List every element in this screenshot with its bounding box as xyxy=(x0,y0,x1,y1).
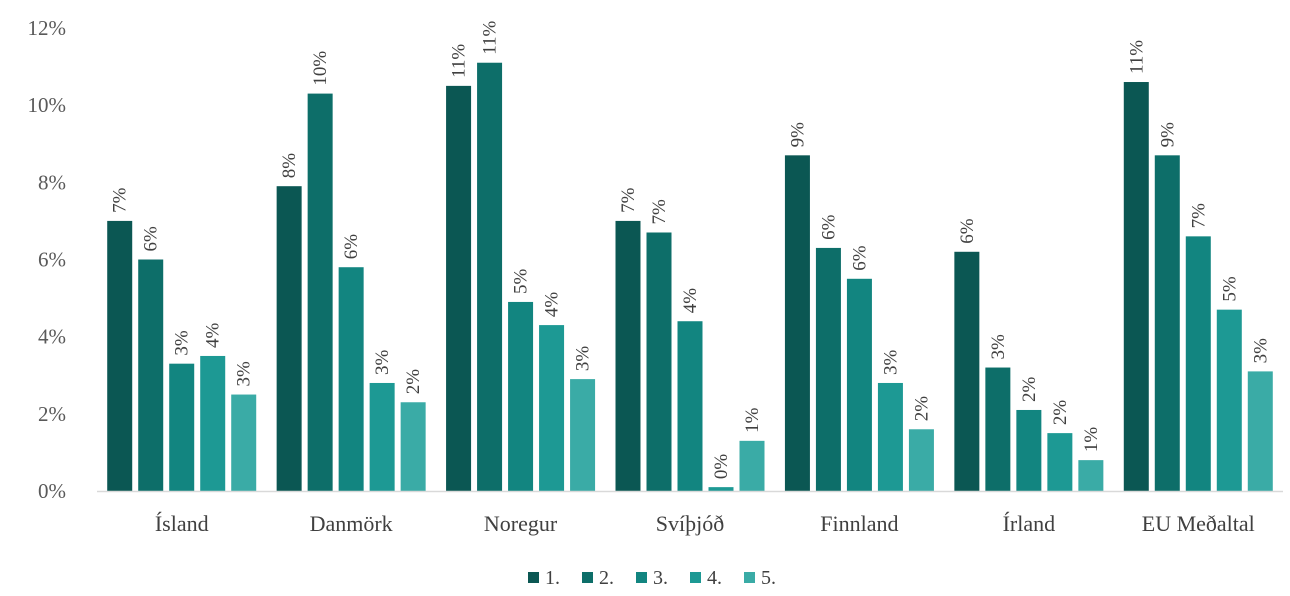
bar xyxy=(1124,82,1149,491)
bar xyxy=(539,325,564,491)
bar xyxy=(200,356,225,491)
data-label: 11% xyxy=(480,20,501,54)
data-label: 7% xyxy=(618,187,639,213)
data-label: 4% xyxy=(542,292,563,318)
bar xyxy=(570,379,595,491)
legend-swatch xyxy=(528,572,539,583)
legend-swatch xyxy=(690,572,701,583)
data-label: 2% xyxy=(1019,376,1040,402)
bar xyxy=(169,364,194,491)
bar xyxy=(107,221,132,491)
bar xyxy=(985,368,1010,491)
data-label: 2% xyxy=(1050,400,1071,426)
bar xyxy=(1186,236,1211,491)
legend-label: 1. xyxy=(545,567,560,589)
x-tick-label: Írland xyxy=(1003,511,1056,536)
x-axis: Ísland Danmörk Noregur Svíþjóð Finnland Írlan… xyxy=(155,511,1255,536)
y-tick-label: 4% xyxy=(38,325,66,349)
data-label: 11% xyxy=(449,44,470,78)
data-label: 7% xyxy=(649,199,670,225)
bar xyxy=(477,63,502,491)
bar xyxy=(785,155,810,491)
y-tick-label: 6% xyxy=(38,248,66,272)
x-tick-label: Svíþjóð xyxy=(656,511,724,536)
x-tick-label: Ísland xyxy=(155,511,209,536)
legend-label: 4. xyxy=(707,567,722,589)
data-label: 3% xyxy=(573,346,594,372)
legend-label: 5. xyxy=(761,567,776,589)
bar xyxy=(616,221,641,491)
data-label: 2% xyxy=(911,396,932,422)
bar xyxy=(709,487,734,491)
x-tick-label: EU Meðaltal xyxy=(1142,511,1255,536)
data-label: 2% xyxy=(403,369,424,395)
legend-label: 3. xyxy=(653,567,668,589)
data-label: 7% xyxy=(110,187,131,213)
y-axis: 0% 2% 4% 6% 8% 10% 12% xyxy=(28,16,67,503)
data-label: 10% xyxy=(310,51,331,86)
legend-swatch xyxy=(582,572,593,583)
data-label: 7% xyxy=(1188,203,1209,229)
bar xyxy=(339,267,364,491)
data-label: 4% xyxy=(680,288,701,314)
data-label: 4% xyxy=(203,322,224,348)
bars xyxy=(107,63,1273,491)
bar xyxy=(816,248,841,491)
data-label: 3% xyxy=(880,349,901,375)
bar xyxy=(878,383,903,491)
y-tick-label: 2% xyxy=(38,402,66,426)
bar xyxy=(1078,460,1103,491)
data-label: 3% xyxy=(172,330,193,356)
bar xyxy=(1155,155,1180,491)
legend-label: 2. xyxy=(599,567,614,589)
bar xyxy=(508,302,533,491)
bar xyxy=(1016,410,1041,491)
bar xyxy=(1047,433,1072,491)
data-label: 3% xyxy=(988,334,1009,360)
bar xyxy=(1217,310,1242,491)
x-tick-label: Noregur xyxy=(484,511,558,536)
x-tick-label: Finnland xyxy=(820,511,898,536)
bar xyxy=(138,260,163,492)
x-tick-label: Danmörk xyxy=(310,511,393,536)
data-label: 11% xyxy=(1126,40,1147,74)
data-label: 1% xyxy=(742,407,763,433)
bar xyxy=(1248,371,1273,491)
data-label: 8% xyxy=(279,153,300,179)
y-tick-label: 0% xyxy=(38,479,66,503)
y-tick-label: 12% xyxy=(28,16,67,40)
data-label: 6% xyxy=(141,226,162,252)
data-label: 9% xyxy=(1157,122,1178,148)
data-label: 6% xyxy=(849,245,870,271)
y-tick-label: 10% xyxy=(28,93,67,117)
bar xyxy=(954,252,979,491)
bar xyxy=(909,429,934,491)
data-label: 3% xyxy=(372,349,393,375)
y-tick-label: 8% xyxy=(38,170,66,194)
data-label: 5% xyxy=(1219,276,1240,302)
bar xyxy=(446,86,471,491)
data-label: 3% xyxy=(234,361,255,387)
bar xyxy=(277,186,302,491)
legend: 1. 2. 3. 4. 5. xyxy=(528,567,776,589)
data-label: 5% xyxy=(511,268,532,294)
bar xyxy=(370,383,395,491)
data-label: 1% xyxy=(1081,427,1102,453)
bar xyxy=(647,232,672,491)
data-label: 6% xyxy=(818,214,839,240)
legend-swatch xyxy=(636,572,647,583)
data-label: 3% xyxy=(1250,338,1271,364)
bar xyxy=(847,279,872,491)
data-label: 6% xyxy=(341,234,362,260)
bar xyxy=(401,402,426,491)
bar xyxy=(308,94,333,491)
bar xyxy=(678,321,703,491)
data-label: 0% xyxy=(711,454,732,480)
bar xyxy=(740,441,765,491)
data-label: 6% xyxy=(957,218,978,244)
data-label: 9% xyxy=(787,122,808,148)
bar xyxy=(231,395,256,491)
legend-swatch xyxy=(744,572,755,583)
